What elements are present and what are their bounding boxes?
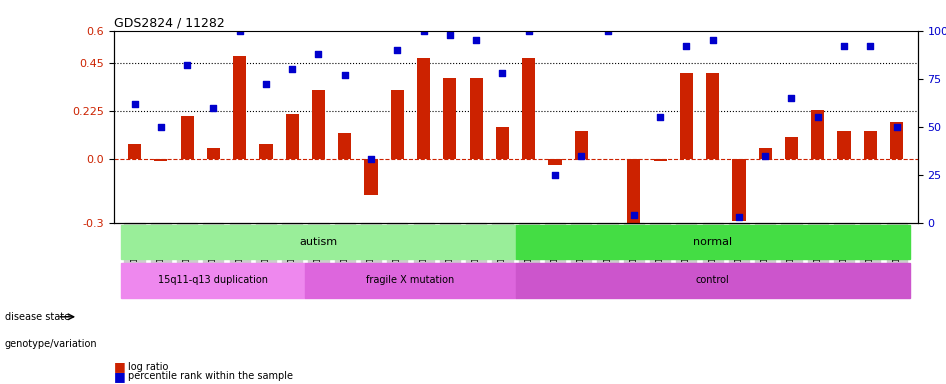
Point	[180, 62, 195, 68]
Bar	[312, 91, 325, 159]
Point	[653, 114, 668, 120]
Bar	[181, 116, 194, 159]
Text: control: control	[695, 275, 729, 285]
Point	[600, 28, 615, 34]
Point	[521, 28, 536, 34]
Point	[232, 28, 247, 34]
Text: 15q11-q13 duplication: 15q11-q13 duplication	[158, 275, 269, 285]
Bar	[549, 159, 562, 165]
Point	[285, 66, 300, 72]
FancyBboxPatch shape	[306, 263, 516, 298]
Point	[836, 43, 851, 49]
Bar	[706, 73, 719, 159]
Text: GDS2824 / 11282: GDS2824 / 11282	[114, 17, 224, 30]
Point	[153, 124, 168, 130]
Point	[731, 214, 746, 220]
FancyBboxPatch shape	[121, 263, 306, 298]
Bar	[469, 78, 482, 159]
Point	[390, 47, 405, 53]
Text: normal: normal	[693, 237, 732, 247]
Point	[495, 70, 510, 76]
Point	[810, 114, 825, 120]
Bar	[890, 122, 903, 159]
Point	[206, 104, 221, 111]
FancyBboxPatch shape	[516, 225, 910, 259]
Bar	[732, 159, 745, 220]
Point	[337, 72, 352, 78]
Point	[863, 43, 878, 49]
Point	[363, 156, 378, 162]
Bar	[286, 114, 299, 159]
Bar	[837, 131, 850, 159]
Point	[548, 172, 563, 178]
Bar	[233, 56, 246, 159]
Point	[468, 37, 483, 43]
Bar	[654, 159, 667, 161]
Point	[573, 152, 588, 159]
Bar	[417, 58, 430, 159]
Text: ■: ■	[114, 360, 125, 373]
Bar	[364, 159, 377, 195]
Point	[679, 43, 694, 49]
Bar	[496, 127, 509, 159]
Text: autism: autism	[300, 237, 338, 247]
Bar	[391, 91, 404, 159]
Bar	[207, 148, 219, 159]
Bar	[812, 110, 824, 159]
Text: percentile rank within the sample: percentile rank within the sample	[128, 371, 292, 381]
Text: ■: ■	[114, 370, 125, 383]
Point	[626, 212, 641, 218]
Bar	[574, 131, 587, 159]
Point	[258, 81, 273, 88]
Bar	[680, 73, 692, 159]
Bar	[259, 144, 272, 159]
Text: log ratio: log ratio	[128, 362, 168, 372]
Bar	[522, 58, 535, 159]
Bar	[154, 159, 167, 161]
Bar	[444, 78, 456, 159]
Bar	[627, 159, 640, 223]
Point	[705, 37, 720, 43]
Bar	[864, 131, 877, 159]
FancyBboxPatch shape	[121, 225, 516, 259]
Text: fragile X mutation: fragile X mutation	[366, 275, 455, 285]
Bar	[759, 148, 772, 159]
Bar	[785, 137, 798, 159]
Point	[889, 124, 904, 130]
FancyBboxPatch shape	[516, 263, 910, 298]
Point	[784, 95, 799, 101]
Point	[416, 28, 431, 34]
Point	[443, 31, 458, 38]
Point	[758, 152, 773, 159]
Point	[311, 51, 326, 57]
Bar	[128, 144, 141, 159]
Bar	[339, 133, 351, 159]
Text: disease state: disease state	[5, 312, 70, 322]
Text: genotype/variation: genotype/variation	[5, 339, 97, 349]
Point	[127, 101, 142, 107]
